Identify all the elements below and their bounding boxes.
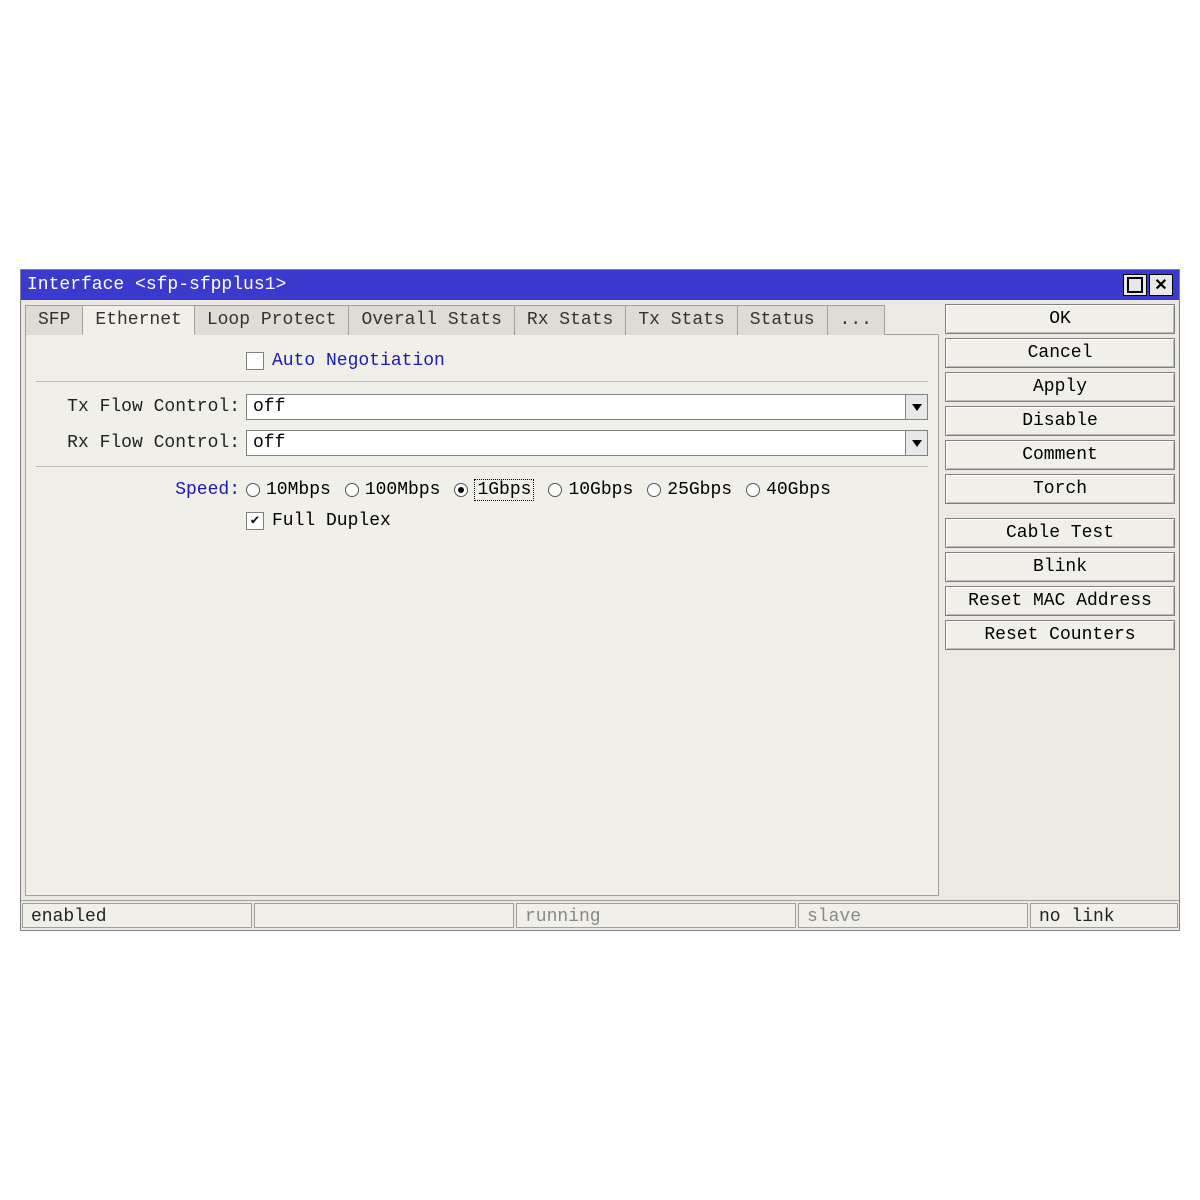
status-link: no link — [1030, 903, 1178, 928]
radio-icon — [246, 483, 260, 497]
radio-icon — [548, 483, 562, 497]
rx-flow-control-row: Rx Flow Control: off — [36, 430, 928, 456]
status-cell-2 — [254, 903, 514, 928]
radio-label: 40Gbps — [766, 480, 831, 500]
ok-button[interactable]: OK — [945, 304, 1175, 334]
tab-ethernet[interactable]: Ethernet — [82, 305, 194, 335]
titlebar[interactable]: Interface <sfp-sfpplus1> ✕ — [21, 270, 1179, 300]
ethernet-tab-panel: Auto Negotiation Tx Flow Control: off Rx… — [25, 335, 939, 896]
window-title: Interface <sfp-sfpplus1> — [27, 275, 286, 295]
tx-flow-control-row: Tx Flow Control: off — [36, 394, 928, 420]
reset-counters-button[interactable]: Reset Counters — [945, 620, 1175, 650]
speed-radio-1gbps[interactable]: 1Gbps — [454, 479, 534, 501]
blink-button[interactable]: Blink — [945, 552, 1175, 582]
torch-button[interactable]: Torch — [945, 474, 1175, 504]
status-enabled: enabled — [22, 903, 252, 928]
speed-radio-group: 10Mbps 100Mbps 1Gbps 10Gbps 25Gbps 40Gbps — [246, 479, 831, 501]
radio-label: 25Gbps — [667, 480, 732, 500]
full-duplex-checkbox[interactable] — [246, 512, 264, 530]
speed-radio-10mbps[interactable]: 10Mbps — [246, 480, 331, 500]
divider — [36, 466, 928, 467]
tab-tx-stats[interactable]: Tx Stats — [625, 305, 737, 335]
full-duplex-label: Full Duplex — [272, 511, 391, 531]
window-body: SFPEthernetLoop ProtectOverall StatsRx S… — [21, 300, 1179, 900]
speed-radio-10gbps[interactable]: 10Gbps — [548, 480, 633, 500]
radio-label: 1Gbps — [474, 479, 534, 501]
rx-flow-control-value[interactable]: off — [246, 430, 906, 456]
tab-loop-protect[interactable]: Loop Protect — [194, 305, 350, 335]
cancel-button[interactable]: Cancel — [945, 338, 1175, 368]
tab--[interactable]: ... — [827, 305, 885, 335]
rx-flow-control-label: Rx Flow Control: — [36, 433, 246, 453]
speed-radio-25gbps[interactable]: 25Gbps — [647, 480, 732, 500]
tx-flow-control-dropdown[interactable]: off — [246, 394, 928, 420]
rx-flow-control-dropdown[interactable]: off — [246, 430, 928, 456]
tab-sfp[interactable]: SFP — [25, 305, 83, 335]
titlebar-buttons: ✕ — [1123, 274, 1173, 296]
dropdown-arrow-icon[interactable] — [906, 394, 928, 420]
comment-button[interactable]: Comment — [945, 440, 1175, 470]
speed-radio-100mbps[interactable]: 100Mbps — [345, 480, 441, 500]
status-running: running — [516, 903, 796, 928]
radio-icon — [746, 483, 760, 497]
status-slave: slave — [798, 903, 1028, 928]
status-bar: enabled running slave no link — [21, 900, 1179, 930]
speed-row: Speed: 10Mbps 100Mbps 1Gbps 10Gbps 25Gbps 40G… — [36, 479, 928, 501]
auto-negotiation-label: Auto Negotiation — [272, 351, 445, 371]
maximize-button[interactable] — [1123, 274, 1147, 296]
apply-button[interactable]: Apply — [945, 372, 1175, 402]
auto-negotiation-checkbox[interactable] — [246, 352, 264, 370]
dropdown-arrow-icon[interactable] — [906, 430, 928, 456]
speed-label: Speed: — [36, 480, 246, 500]
divider — [36, 381, 928, 382]
disable-button[interactable]: Disable — [945, 406, 1175, 436]
cable-test-button[interactable]: Cable Test — [945, 518, 1175, 548]
main-panel: SFPEthernetLoop ProtectOverall StatsRx S… — [25, 304, 939, 896]
interface-window: Interface <sfp-sfpplus1> ✕ SFPEthernetLo… — [20, 269, 1180, 931]
radio-label: 10Mbps — [266, 480, 331, 500]
close-button[interactable]: ✕ — [1149, 274, 1173, 296]
tab-status[interactable]: Status — [737, 305, 828, 335]
tx-flow-control-value[interactable]: off — [246, 394, 906, 420]
radio-label: 100Mbps — [365, 480, 441, 500]
reset-mac-button[interactable]: Reset MAC Address — [945, 586, 1175, 616]
tab-strip: SFPEthernetLoop ProtectOverall StatsRx S… — [25, 304, 939, 335]
speed-radio-40gbps[interactable]: 40Gbps — [746, 480, 831, 500]
radio-icon — [454, 483, 468, 497]
radio-icon — [345, 483, 359, 497]
tab-rx-stats[interactable]: Rx Stats — [514, 305, 626, 335]
tab-overall-stats[interactable]: Overall Stats — [348, 305, 514, 335]
radio-icon — [647, 483, 661, 497]
full-duplex-row: Full Duplex — [36, 511, 928, 531]
button-sidebar: OK Cancel Apply Disable Comment Torch Ca… — [945, 304, 1175, 896]
auto-negotiation-row: Auto Negotiation — [36, 351, 928, 371]
radio-label: 10Gbps — [568, 480, 633, 500]
tx-flow-control-label: Tx Flow Control: — [36, 397, 246, 417]
